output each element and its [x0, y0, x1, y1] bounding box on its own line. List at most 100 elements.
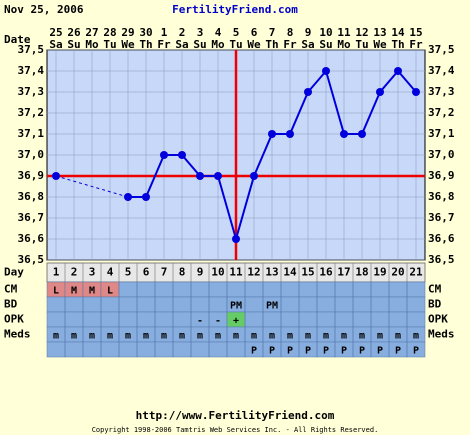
y-tick-label: 37,2	[428, 106, 455, 119]
weekday: Sa	[49, 38, 62, 51]
copyright: Copyright 1998-2006 Tamtris Web Services…	[92, 426, 379, 434]
row-label: CM	[4, 283, 18, 296]
weekday: Mo	[211, 38, 225, 51]
cell-text: P	[287, 346, 293, 357]
cell-text: P	[305, 346, 311, 357]
cell-text: m	[71, 331, 77, 342]
date: 27	[85, 26, 98, 39]
date: 1	[161, 26, 168, 39]
temp-point	[358, 130, 366, 138]
weekday: We	[247, 38, 261, 51]
weekday: Fr	[157, 38, 171, 51]
y-tick-label: 37,3	[18, 85, 45, 98]
y-tick-label: 36,6	[18, 232, 45, 245]
date: 26	[67, 26, 81, 39]
cell-text: m	[413, 331, 419, 342]
row-label: OPK	[428, 313, 448, 326]
y-tick-label: 37,1	[428, 127, 455, 140]
day-number: 12	[247, 266, 260, 279]
day-number: 14	[283, 266, 297, 279]
y-tick-label: 37,4	[428, 64, 455, 77]
date: 30	[139, 26, 152, 39]
day-number: 4	[107, 266, 114, 279]
day-number: 6	[143, 266, 150, 279]
day-number: 13	[265, 266, 278, 279]
temp-point	[52, 172, 60, 180]
temp-point	[394, 67, 402, 75]
cell-text: M	[89, 286, 95, 297]
cell-text: PM	[230, 301, 242, 312]
cell	[406, 341, 426, 358]
temp-point	[232, 235, 240, 243]
weekday: Fr	[409, 38, 423, 51]
cell-text: m	[341, 331, 347, 342]
date: 3	[197, 26, 204, 39]
y-tick-label: 36,7	[18, 211, 45, 224]
y-tick-label: 36,9	[18, 169, 45, 182]
weekday: Fr	[283, 38, 297, 51]
temp-point	[304, 88, 312, 96]
row-label: BD	[428, 298, 442, 311]
cell-text: m	[215, 331, 221, 342]
weekday: Su	[319, 38, 332, 51]
weekday: Tu	[229, 38, 242, 51]
row-label: Day	[4, 266, 24, 279]
cell-text: M	[71, 286, 77, 297]
date: 9	[305, 26, 312, 39]
cell-text: L	[53, 286, 59, 297]
row-bg	[47, 297, 425, 312]
temp-point	[178, 151, 186, 159]
cell-text: P	[251, 346, 257, 357]
cell-text: m	[251, 331, 257, 342]
weekday: Tu	[355, 38, 368, 51]
day-number: 1	[53, 266, 60, 279]
cell-text: P	[359, 346, 365, 357]
temp-point	[250, 172, 258, 180]
row-label: Meds	[4, 328, 31, 341]
day-number: 8	[179, 266, 186, 279]
cell-text: PM	[266, 301, 278, 312]
day-number: 3	[89, 266, 96, 279]
cell-text: m	[269, 331, 275, 342]
y-tick-label: 37,4	[18, 64, 45, 77]
cell-text: m	[395, 331, 401, 342]
temp-point	[214, 172, 222, 180]
cell-text: m	[197, 331, 203, 342]
cell-text: m	[107, 331, 113, 342]
temp-point	[286, 130, 294, 138]
y-tick-label: 36,8	[428, 190, 455, 203]
cell-text: P	[413, 346, 419, 357]
weekday: Tu	[103, 38, 116, 51]
temp-point	[340, 130, 348, 138]
weekday: Mo	[85, 38, 99, 51]
date: 25	[49, 26, 62, 39]
y-tick-label: 36,7	[428, 211, 455, 224]
date: 8	[287, 26, 294, 39]
date: 14	[391, 26, 405, 39]
cell-text: m	[233, 331, 239, 342]
y-tick-label: 37,1	[18, 127, 45, 140]
cell-text: P	[341, 346, 347, 357]
cell-text: m	[377, 331, 383, 342]
day-number: 18	[355, 266, 368, 279]
cell-text: m	[359, 331, 365, 342]
cell-text: m	[305, 331, 311, 342]
temp-point	[196, 172, 204, 180]
date: 12	[355, 26, 368, 39]
chart-date: Nov 25, 2006	[4, 3, 84, 16]
day-number: 2	[71, 266, 78, 279]
temp-point	[268, 130, 276, 138]
y-tick-label: 36,5	[428, 253, 455, 266]
weekday: Th	[139, 38, 152, 51]
weekday: Mo	[337, 38, 351, 51]
temp-point	[160, 151, 168, 159]
date: 6	[251, 26, 258, 39]
y-tick-label: 37,0	[428, 148, 455, 161]
y-tick-label: 36,8	[18, 190, 45, 203]
day-number: 15	[301, 266, 314, 279]
day-number: 7	[161, 266, 168, 279]
temp-point	[322, 67, 330, 75]
y-tick-label: 36,9	[428, 169, 455, 182]
date: 11	[337, 26, 351, 39]
